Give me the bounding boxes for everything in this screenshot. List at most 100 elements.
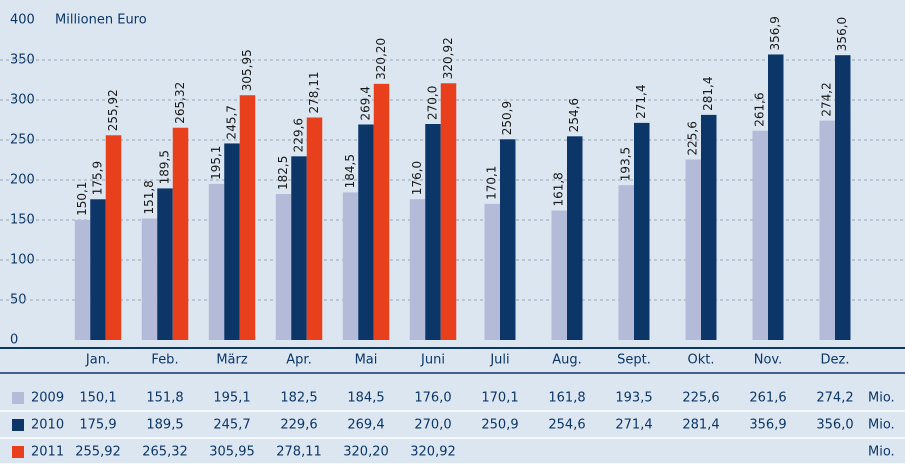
value-label: 320,20 — [374, 38, 388, 80]
y-tick-label: 0 — [10, 333, 18, 348]
value-label: 281,4 — [701, 77, 715, 111]
legend-swatch — [12, 446, 24, 458]
value-label: 170,1 — [485, 166, 499, 200]
legend-swatch — [12, 419, 24, 431]
bar — [74, 219, 91, 340]
table-cell: 229,6 — [280, 418, 317, 433]
y-tick-label: 150 — [10, 213, 35, 228]
bar — [551, 210, 567, 340]
bar — [819, 120, 835, 340]
value-label: 225,6 — [686, 121, 700, 155]
x-tick-label: Jan. — [85, 353, 110, 368]
x-tick-label: Sept. — [617, 353, 651, 368]
value-label: 150,1 — [75, 182, 89, 216]
value-label: 175,9 — [91, 161, 105, 195]
legend-label: 2010 — [31, 418, 64, 433]
x-tick-label: Dez. — [821, 353, 850, 368]
bar — [157, 188, 173, 340]
x-tick-label: Feb. — [151, 353, 178, 368]
bar — [275, 194, 292, 340]
value-label: 161,8 — [552, 172, 566, 206]
value-label: 261,6 — [753, 92, 767, 126]
bar — [835, 55, 851, 340]
table-cell: 320,92 — [410, 445, 456, 460]
value-label: 271,4 — [634, 85, 648, 119]
table-cell: 245,7 — [213, 418, 250, 433]
x-tick-label: Okt. — [688, 353, 715, 368]
table-cell: 281,4 — [682, 418, 719, 433]
bar — [685, 159, 701, 340]
table-cell: 170,1 — [481, 391, 518, 406]
bar — [500, 139, 516, 340]
y-tick-label: 300 — [10, 93, 35, 108]
table-cell: 269,4 — [347, 418, 384, 433]
y-tick-label: 100 — [10, 253, 35, 268]
value-label: 356,9 — [768, 16, 782, 50]
table-cell: 225,6 — [682, 391, 719, 406]
value-label: 274,2 — [820, 82, 834, 116]
x-tick-label: Juli — [489, 353, 509, 368]
table-cell: 175,9 — [79, 418, 116, 433]
table-cell: 270,0 — [414, 418, 451, 433]
value-label: 250,9 — [500, 101, 514, 135]
table-cell: 356,9 — [749, 418, 786, 433]
table-cell: 161,8 — [548, 391, 585, 406]
bar — [425, 124, 441, 340]
table-cell: 265,32 — [142, 445, 188, 460]
bar — [105, 135, 122, 340]
table-cell: 271,4 — [615, 418, 652, 433]
value-label: 305,95 — [240, 49, 254, 91]
x-tick-label: Nov. — [754, 353, 783, 368]
table-cell: 176,0 — [414, 391, 451, 406]
table-cell: 320,20 — [343, 445, 389, 460]
table-cell: 261,6 — [749, 391, 786, 406]
bar — [567, 136, 583, 340]
bar — [634, 122, 650, 340]
table-cell: 255,92 — [75, 445, 121, 460]
value-label: 184,5 — [343, 154, 357, 188]
value-label: 269,4 — [359, 86, 373, 120]
x-tick-label: Apr. — [286, 353, 311, 368]
table-cell: 189,5 — [146, 418, 183, 433]
bar — [239, 95, 256, 341]
value-label: 195,1 — [209, 146, 223, 180]
value-label: 182,5 — [276, 156, 290, 190]
table-cell: 182,5 — [280, 391, 317, 406]
bar — [306, 117, 323, 341]
y-tick-label: 350 — [10, 53, 35, 68]
table-cell: 254,6 — [548, 418, 585, 433]
y-tick-label: 250 — [10, 133, 35, 148]
value-label: 189,5 — [158, 150, 172, 184]
bar — [752, 130, 768, 340]
value-label: 255,92 — [106, 89, 120, 131]
table-unit: Mio. — [868, 418, 895, 433]
table-cell: 250,9 — [481, 418, 518, 433]
legend-swatch — [12, 392, 24, 404]
value-label: 270,0 — [426, 86, 440, 120]
table-cell: 278,11 — [276, 445, 322, 460]
value-label: 193,5 — [619, 147, 633, 181]
table-cell: 151,8 — [146, 391, 183, 406]
x-tick-label: Aug. — [552, 353, 582, 368]
legend-label: 2009 — [31, 391, 64, 406]
value-label: 245,7 — [225, 105, 239, 139]
value-label: 151,8 — [142, 180, 156, 214]
table-cell: 274,2 — [816, 391, 853, 406]
bar — [224, 143, 240, 340]
bar — [440, 83, 457, 340]
bar — [373, 83, 390, 340]
x-tick-label: März — [216, 353, 248, 368]
y-tick-label: 200 — [10, 173, 35, 188]
table-cell: 195,1 — [213, 391, 250, 406]
bar — [409, 199, 426, 340]
x-tick-label: Mai — [355, 353, 378, 368]
bar — [484, 203, 500, 340]
x-tick-label: Juni — [420, 353, 445, 368]
value-label: 176,0 — [410, 161, 424, 195]
table-cell: 305,95 — [209, 445, 255, 460]
bar — [90, 199, 106, 340]
value-label: 278,11 — [307, 72, 321, 114]
value-label: 265,32 — [173, 82, 187, 124]
table-cell: 193,5 — [615, 391, 652, 406]
